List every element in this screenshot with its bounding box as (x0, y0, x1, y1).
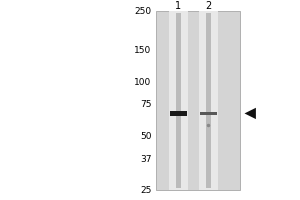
Text: 37: 37 (140, 155, 152, 164)
Text: 2: 2 (206, 1, 212, 11)
Text: 1: 1 (176, 1, 182, 11)
Text: 250: 250 (134, 7, 152, 16)
Bar (199, 11, 218, 190)
Text: 50: 50 (140, 132, 152, 141)
Bar (156, 11, 240, 190)
Text: 75: 75 (140, 100, 152, 109)
Bar (169, 11, 188, 190)
Bar (176, 13, 181, 188)
Text: 25: 25 (140, 186, 152, 195)
Bar (170, 111, 187, 116)
Bar (206, 13, 211, 188)
Text: 150: 150 (134, 46, 152, 55)
Bar (200, 112, 217, 115)
Polygon shape (244, 108, 256, 119)
Text: 100: 100 (134, 78, 152, 87)
